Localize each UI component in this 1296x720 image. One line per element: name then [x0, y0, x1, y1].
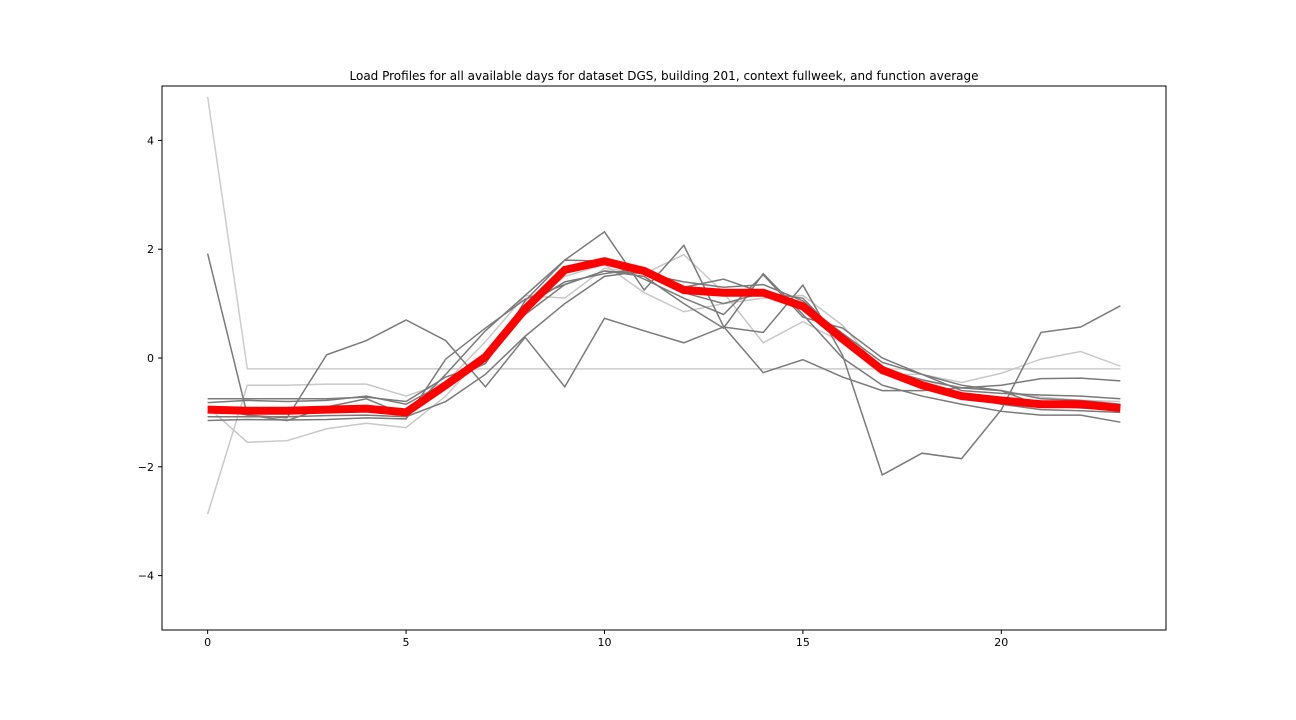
x-tick-label-15: 15 — [796, 636, 810, 649]
daily-profile-line-9 — [207, 283, 1121, 477]
x-tick-label-5: 5 — [403, 636, 410, 649]
daily-profile-line-3 — [206, 230, 1121, 422]
y-tick-label-4: 4 — [147, 134, 154, 147]
y-tick-label--4: −4 — [138, 570, 154, 583]
plot-area: 0 5 10 15 20 −4 −2 0 2 4 — [138, 85, 1167, 649]
daily-profile-line-0 — [206, 96, 1121, 370]
daily-profile-line-1 — [206, 253, 1121, 515]
daily-profile-line-8 — [207, 270, 1121, 423]
chart-title: Load Profiles for all available days for… — [350, 69, 979, 83]
x-tick-label-20: 20 — [994, 636, 1008, 649]
average-profile-line — [207, 257, 1121, 417]
x-tick-label-0: 0 — [204, 636, 211, 649]
y-tick-label-2: 2 — [147, 243, 154, 256]
y-tick-label-0: 0 — [147, 352, 154, 365]
y-tick-label--2: −2 — [138, 461, 154, 474]
x-tick-label-10: 10 — [597, 636, 611, 649]
